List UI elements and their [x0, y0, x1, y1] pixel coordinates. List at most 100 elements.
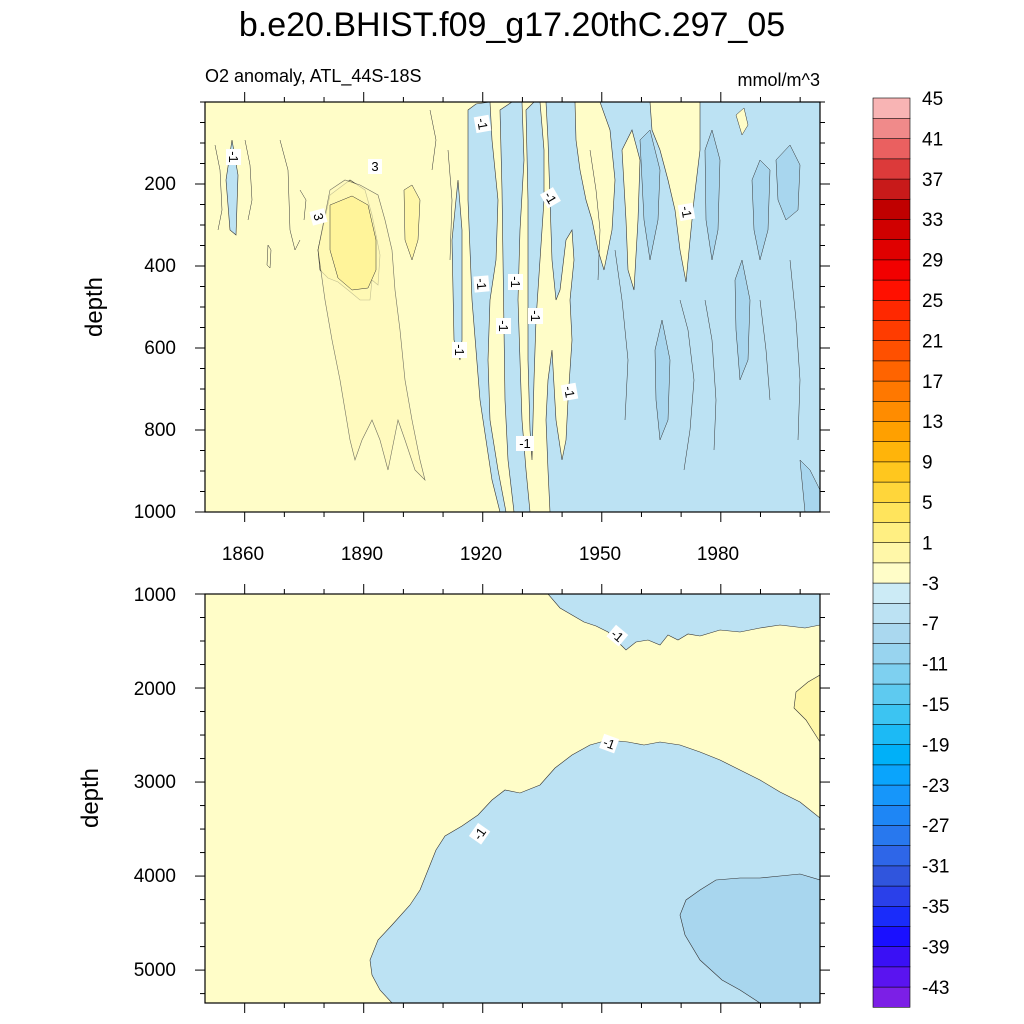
upper-strong-negative-region — [734, 259, 751, 381]
colorbar-label: -7 — [922, 614, 939, 635]
colorbar-swatch — [872, 198, 911, 220]
colorbar-swatch — [872, 279, 911, 301]
chart-units: mmol/m^3 — [738, 70, 820, 90]
upper-y-tick-label: 600 — [144, 338, 176, 359]
colorbar-swatch — [872, 521, 911, 544]
contour-label: 3 — [371, 159, 378, 174]
contour-label: -1 — [528, 310, 543, 322]
colorbar-swatch — [872, 986, 911, 1008]
colorbar-swatch — [872, 582, 911, 604]
contour-label: -1 — [452, 344, 467, 356]
upper-positive-anomaly-region — [574, 102, 616, 271]
upper-y-tick-labels: 200 400 600 800 1000 — [134, 174, 176, 523]
x-tick-label: 1920 — [460, 544, 502, 565]
colorbar-label: 21 — [922, 331, 943, 352]
contour-label: -1 — [519, 436, 531, 451]
lower-y-tick-label: 5000 — [134, 960, 176, 981]
colorbar-swatch — [872, 865, 911, 887]
colorbar-swatch — [872, 97, 911, 119]
chart-subtitle-left: O2 anomaly, ATL_44S-18S — [205, 66, 421, 87]
colorbar-swatch — [872, 703, 911, 725]
colorbar-swatch — [872, 764, 911, 786]
upper-negative-anomaly-region — [467, 102, 507, 512]
colorbar-label: -35 — [922, 897, 949, 918]
upper-positive-anomaly-region — [403, 184, 421, 261]
lower-y-axis-label: depth — [77, 768, 104, 828]
upper-panel-field — [205, 102, 820, 512]
colorbar-swatch — [872, 885, 911, 907]
colorbar-swatch — [872, 501, 911, 523]
x-tick-labels: 1860 1890 1920 1950 1980 — [222, 544, 739, 565]
x-tick-label: 1950 — [579, 544, 621, 565]
colorbar-swatch — [872, 966, 911, 988]
upper-strong-negative-region — [654, 319, 671, 441]
upper-contour-lines — [214, 109, 801, 471]
upper-negative-anomaly-region — [525, 102, 545, 461]
colorbar-swatch — [872, 360, 911, 382]
colorbar-swatch — [872, 643, 911, 665]
colorbar-label: 25 — [922, 291, 943, 312]
chart-title: b.e20.BHIST.f09_g17.20thC.297_05 — [239, 6, 785, 44]
x-tick-label: 1890 — [341, 544, 383, 565]
colorbar-swatch — [872, 138, 911, 160]
upper-negative-anomaly-region — [451, 179, 463, 361]
lower-y-tick-label: 3000 — [134, 772, 176, 793]
colorbar-swatch — [872, 299, 911, 321]
colorbar-swatch — [872, 784, 911, 806]
colorbar-swatch — [872, 259, 911, 281]
colorbar-swatch — [872, 804, 911, 826]
colorbar-label: 5 — [922, 493, 933, 514]
colorbar-label: -15 — [922, 695, 949, 716]
colorbar-swatch — [872, 562, 911, 584]
colorbar-swatch — [872, 340, 911, 362]
colorbar-swatch — [872, 420, 911, 443]
lower-panel-field — [205, 594, 820, 1003]
contour-label: -1 — [678, 205, 695, 219]
colorbar-label: -19 — [922, 735, 949, 756]
upper-positive-anomaly-region — [649, 102, 701, 283]
upper-negative-anomaly-region — [545, 102, 820, 512]
colorbar-swatch — [872, 400, 911, 422]
colorbar-swatch — [872, 723, 911, 746]
upper-y-tick-label: 800 — [144, 420, 176, 441]
colorbar-swatch — [872, 622, 911, 645]
colorbar-label: -3 — [922, 574, 939, 595]
colorbar-swatch — [872, 178, 911, 200]
upper-positive-anomaly-region — [329, 195, 377, 291]
upper-y-axis-label: depth — [81, 277, 108, 337]
colorbar-label: -27 — [922, 816, 949, 837]
colorbar-swatch — [872, 845, 911, 867]
colorbar-label: 37 — [922, 170, 943, 191]
lower-contour-labels: -1 -1 -1 — [468, 624, 629, 845]
colorbar-label: -39 — [922, 937, 949, 958]
lower-y-tick-labels: 1000 2000 3000 4000 5000 — [134, 585, 176, 981]
upper-strong-negative-region — [639, 129, 661, 261]
lower-y-tick-label: 1000 — [134, 585, 176, 606]
colorbar-label: 41 — [922, 129, 943, 150]
colorbar-label: 29 — [922, 251, 943, 272]
colorbar-label: 17 — [922, 372, 943, 393]
colorbar-swatch — [872, 441, 911, 463]
x-tick-label: 1860 — [222, 544, 264, 565]
upper-y-tick-label: 200 — [144, 174, 176, 195]
colorbar-swatch — [872, 925, 911, 948]
upper-y-tick-label: 400 — [144, 256, 176, 277]
contour-label: 3 — [310, 211, 326, 222]
colorbar-label: 9 — [922, 453, 933, 474]
colorbar-swatch — [872, 542, 911, 564]
axis-ticks — [195, 92, 830, 1013]
colorbar-swatch — [872, 744, 911, 766]
lower-plot-frame — [204, 593, 821, 1004]
upper-positive-anomaly-region — [621, 129, 641, 291]
upper-negative-anomaly-region — [499, 102, 531, 512]
upper-contour-labels: -1 3 3 -1 -1 -1 -1 -1 -1 -1 -1 -1 -1 — [226, 114, 696, 451]
contour-label: -1 — [561, 385, 578, 399]
colorbar-label: 1 — [922, 533, 933, 554]
colorbar-swatch — [872, 239, 911, 261]
lower-y-tick-label: 4000 — [134, 866, 176, 887]
lower-y-tick-label: 2000 — [134, 679, 176, 700]
upper-positive-anomaly-region — [735, 107, 749, 136]
colorbar-label: -43 — [922, 978, 949, 999]
colorbar-swatch — [872, 481, 911, 503]
